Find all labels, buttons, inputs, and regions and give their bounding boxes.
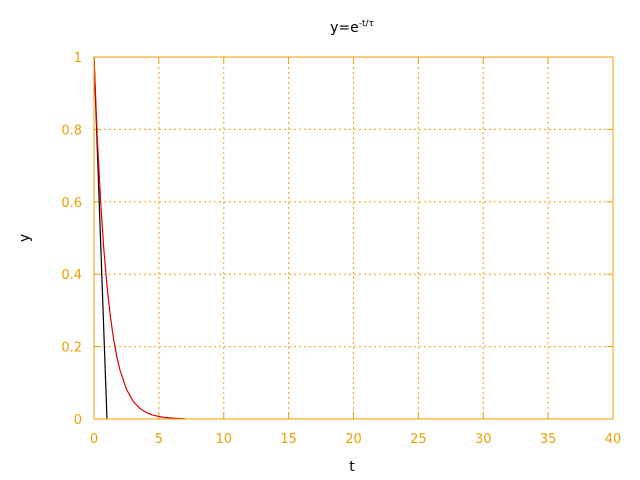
x-tick-label: 5 [155,432,163,447]
chart-title-superscript: -t/τ [359,19,374,29]
y-tick-label: 0.6 [61,196,82,211]
x-tick-label: 30 [475,432,492,447]
plot-frame [93,56,614,420]
chart-title: y=e-t/τ [330,19,374,36]
grid [93,56,614,420]
x-tick-label: 35 [540,432,557,447]
chart-title-base: y=e [330,20,359,36]
y-tick-label: 0 [74,413,82,428]
x-tick-label: 25 [410,432,427,447]
x-tick-label: 0 [90,432,98,447]
x-tick-label: 40 [605,432,622,447]
x-tick-label: 15 [280,432,297,447]
tick-labels: 0 5 10 15 20 25 30 35 40 0 0.2 0.4 0.6 0.8 1 [61,51,621,447]
y-tick-label: 0.2 [61,341,82,356]
y-tick-label: 0.8 [61,123,82,138]
y-axis-label: y [17,234,33,242]
y-tick-label: 1 [74,51,82,66]
y-tick-label: 0.4 [61,268,82,283]
plot-area [93,56,185,420]
x-tick-label: 10 [215,432,232,447]
series-line-exp [93,56,185,420]
x-tick-label: 20 [345,432,362,447]
x-axis-label: t [349,459,355,475]
